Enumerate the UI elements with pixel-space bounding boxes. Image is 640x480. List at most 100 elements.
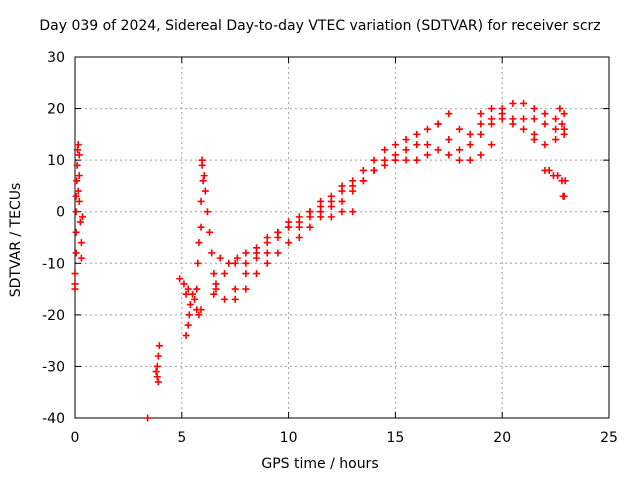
data-point — [402, 136, 410, 144]
data-point — [530, 105, 538, 113]
data-point — [199, 177, 207, 185]
data-point — [72, 208, 80, 216]
data-point — [155, 342, 163, 350]
data-point — [541, 141, 549, 149]
data-point — [391, 141, 399, 149]
data-point — [445, 151, 453, 159]
data-point — [188, 290, 196, 298]
data-point — [221, 270, 229, 278]
data-point — [477, 120, 485, 128]
series-band-lowest — [231, 208, 357, 303]
data-point — [295, 223, 303, 231]
data-point — [208, 249, 216, 257]
data-point — [78, 213, 86, 221]
data-point — [195, 311, 203, 319]
x-axis-label: GPS time / hours — [261, 456, 379, 472]
data-point — [370, 156, 378, 164]
x-tick-label: 5 — [177, 430, 186, 446]
data-point — [295, 234, 303, 241]
data-point — [274, 228, 282, 236]
data-point — [182, 331, 190, 339]
y-tick-label: -30 — [42, 359, 65, 375]
data-point — [216, 254, 224, 262]
data-point — [556, 105, 564, 113]
data-point — [74, 141, 82, 149]
data-point — [370, 166, 378, 174]
data-point — [530, 115, 538, 123]
data-point — [77, 239, 85, 247]
data-point — [73, 177, 81, 185]
data-point — [520, 115, 528, 123]
data-point — [558, 120, 566, 128]
data-point — [327, 203, 335, 211]
data-point — [541, 120, 549, 128]
data-point — [434, 120, 442, 128]
series-spike-6h — [198, 156, 220, 293]
data-points — [71, 99, 569, 422]
data-point — [327, 213, 335, 221]
data-point — [75, 197, 83, 205]
x-tick-label: 0 — [71, 430, 80, 446]
data-point — [154, 352, 162, 360]
data-point — [154, 378, 162, 386]
data-point — [423, 151, 431, 159]
data-point — [285, 223, 293, 231]
data-point — [423, 141, 431, 149]
data-point — [402, 156, 410, 164]
data-point — [153, 373, 161, 381]
data-point — [520, 125, 528, 133]
data-point — [509, 120, 517, 128]
data-point — [184, 321, 192, 329]
data-point — [75, 151, 83, 159]
axes — [74, 56, 610, 419]
y-tick-labels: -40 -30 -20 -10 0 10 20 30 — [42, 50, 65, 427]
data-point — [194, 259, 202, 267]
data-point — [242, 270, 250, 278]
series-band-upper — [216, 110, 538, 267]
data-point — [306, 213, 314, 221]
data-point — [263, 249, 271, 257]
data-point — [193, 285, 201, 293]
x-tick-label: 25 — [600, 430, 618, 446]
data-point — [206, 228, 214, 236]
data-point — [274, 249, 282, 257]
data-point — [338, 197, 346, 205]
data-point — [242, 249, 250, 257]
data-point — [212, 280, 220, 288]
data-point — [152, 368, 160, 376]
data-point — [338, 208, 346, 216]
data-point — [349, 187, 357, 195]
data-point — [423, 125, 431, 133]
data-point — [242, 259, 250, 267]
data-point — [349, 208, 357, 216]
data-point — [285, 239, 293, 247]
series-band-lower — [210, 141, 496, 303]
data-point — [554, 172, 562, 180]
data-point — [253, 244, 261, 252]
data-point — [560, 110, 568, 118]
data-point — [153, 362, 161, 370]
data-point — [552, 115, 560, 123]
data-point — [306, 223, 314, 231]
data-point — [231, 285, 239, 293]
data-point — [210, 270, 218, 278]
x-tick-label: 20 — [493, 430, 511, 446]
data-point — [184, 285, 192, 293]
data-point — [72, 228, 80, 236]
data-point — [445, 110, 453, 118]
data-point — [73, 161, 81, 169]
data-point — [253, 270, 261, 278]
data-point — [488, 105, 496, 113]
data-point — [77, 254, 85, 262]
data-point — [231, 259, 239, 267]
data-point — [455, 146, 463, 154]
data-point — [466, 141, 474, 149]
data-point — [552, 125, 560, 133]
data-point — [263, 259, 271, 267]
data-point — [71, 280, 79, 288]
data-point — [477, 130, 485, 138]
data-point — [317, 197, 325, 205]
data-point — [391, 156, 399, 164]
data-point — [402, 146, 410, 154]
